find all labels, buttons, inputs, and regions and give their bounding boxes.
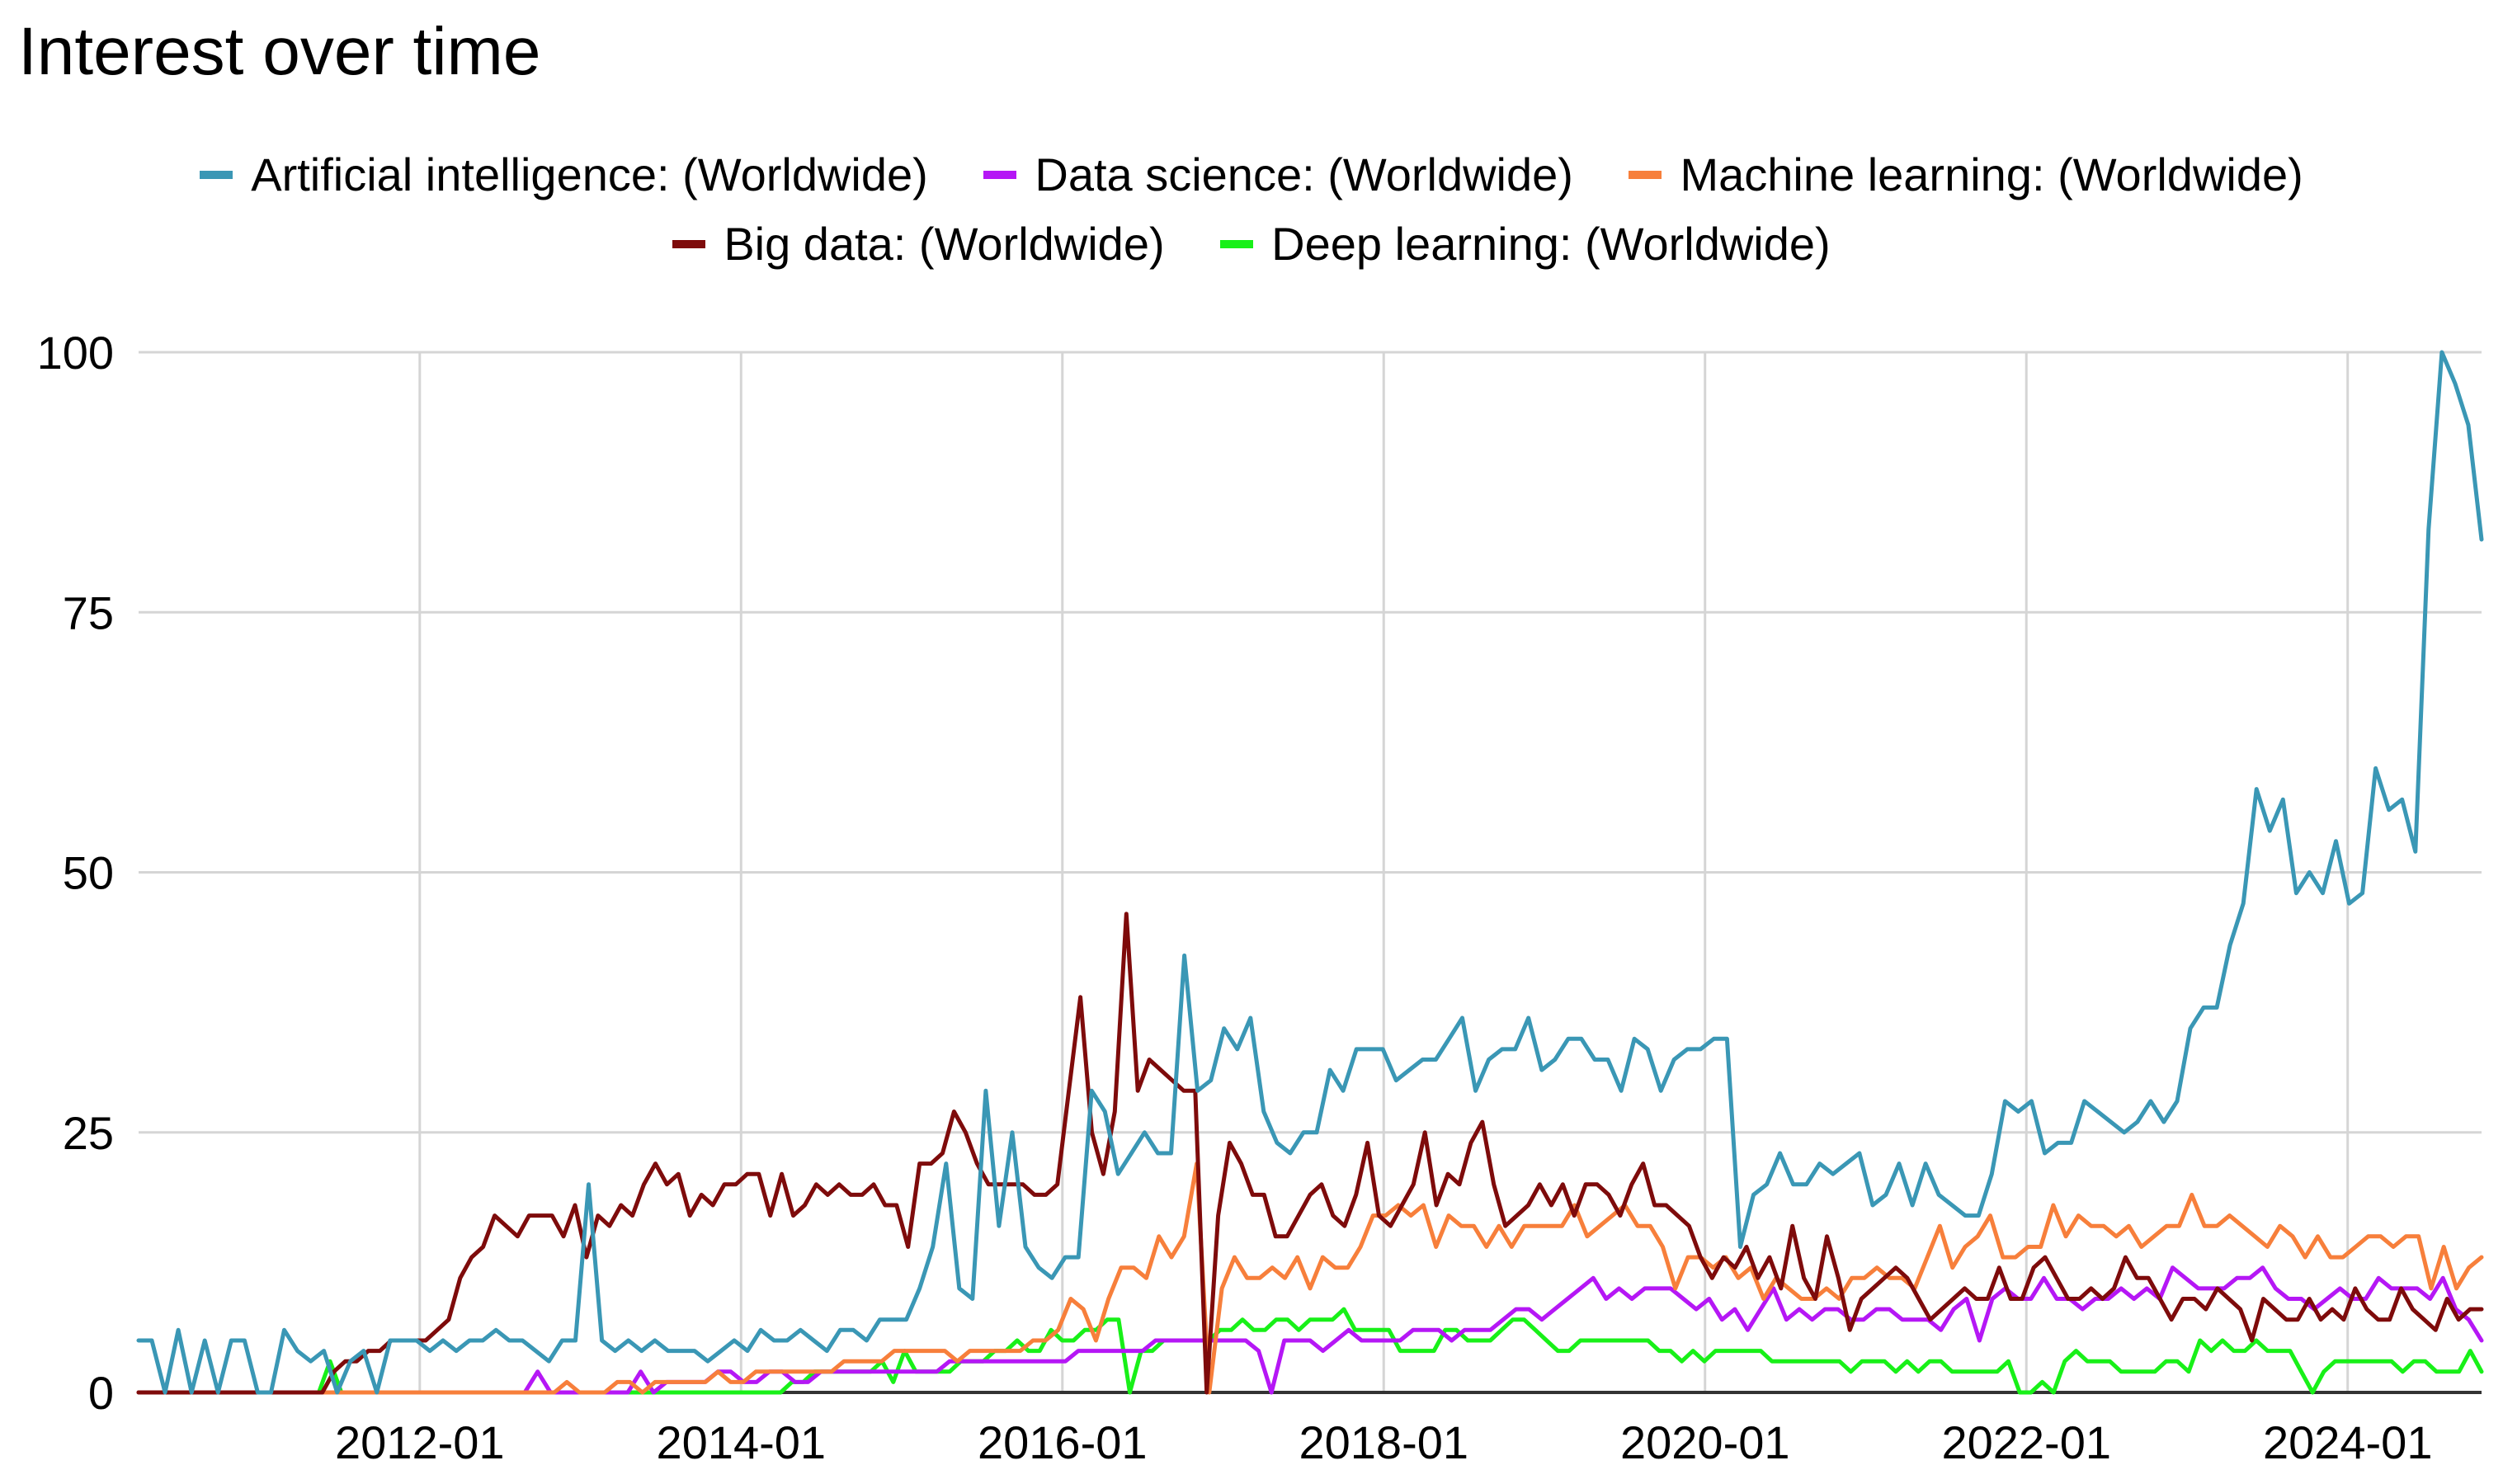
legend-label: Big data: (Worldwide) [724,218,1165,270]
legend-label: Data science: (Worldwide) [1035,148,1573,200]
legend: Artificial intelligence: (Worldwide) Dat… [0,142,2503,208]
legend-swatch [672,240,706,249]
y-tick-label: 100 [37,327,114,379]
legend-swatch [983,171,1017,180]
legend-swatch [1629,171,1662,180]
legend-item-artificial-intelligence[interactable]: Artificial intelligence: (Worldwide) [200,142,928,208]
legend-item-big-data[interactable]: Big data: (Worldwide) [672,211,1165,277]
y-tick-label: 75 [63,587,114,638]
chart-title: Interest over time [18,14,541,89]
legend-label: Machine learning: (Worldwide) [1680,148,2303,200]
y-tick-label: 0 [88,1367,114,1419]
legend-item-data-science[interactable]: Data science: (Worldwide) [983,142,1573,208]
x-tick-label: 2018-01 [1299,1416,1468,1468]
series-line-artificial-intelligence [136,350,2484,1395]
legend-row-2: Big data: (Worldwide) Deep learning: (Wo… [0,211,2503,277]
series-line-machine-learning [136,1161,2484,1395]
x-tick-label: 2024-01 [2263,1416,2433,1468]
y-tick-label: 25 [63,1107,114,1159]
legend-label: Deep learning: (Worldwide) [1271,218,1831,270]
x-tick-label: 2016-01 [978,1416,1148,1468]
legend-item-deep-learning[interactable]: Deep learning: (Worldwide) [1220,211,1831,277]
series-line-deep-learning [136,1307,2484,1395]
x-tick-label: 2014-01 [657,1416,827,1468]
legend-swatch [1220,240,1254,249]
series-line-big-data [136,912,2484,1395]
x-tick-label: 2020-01 [1620,1416,1790,1468]
x-tick-label: 2022-01 [1941,1416,2111,1468]
y-tick-label: 50 [63,847,114,899]
legend-label: Artificial intelligence: (Worldwide) [251,148,928,200]
series-line-data-science [136,1265,2484,1395]
legend-swatch [200,171,233,180]
x-tick-label: 2012-01 [335,1416,505,1468]
legend-item-machine-learning[interactable]: Machine learning: (Worldwide) [1629,142,2303,208]
